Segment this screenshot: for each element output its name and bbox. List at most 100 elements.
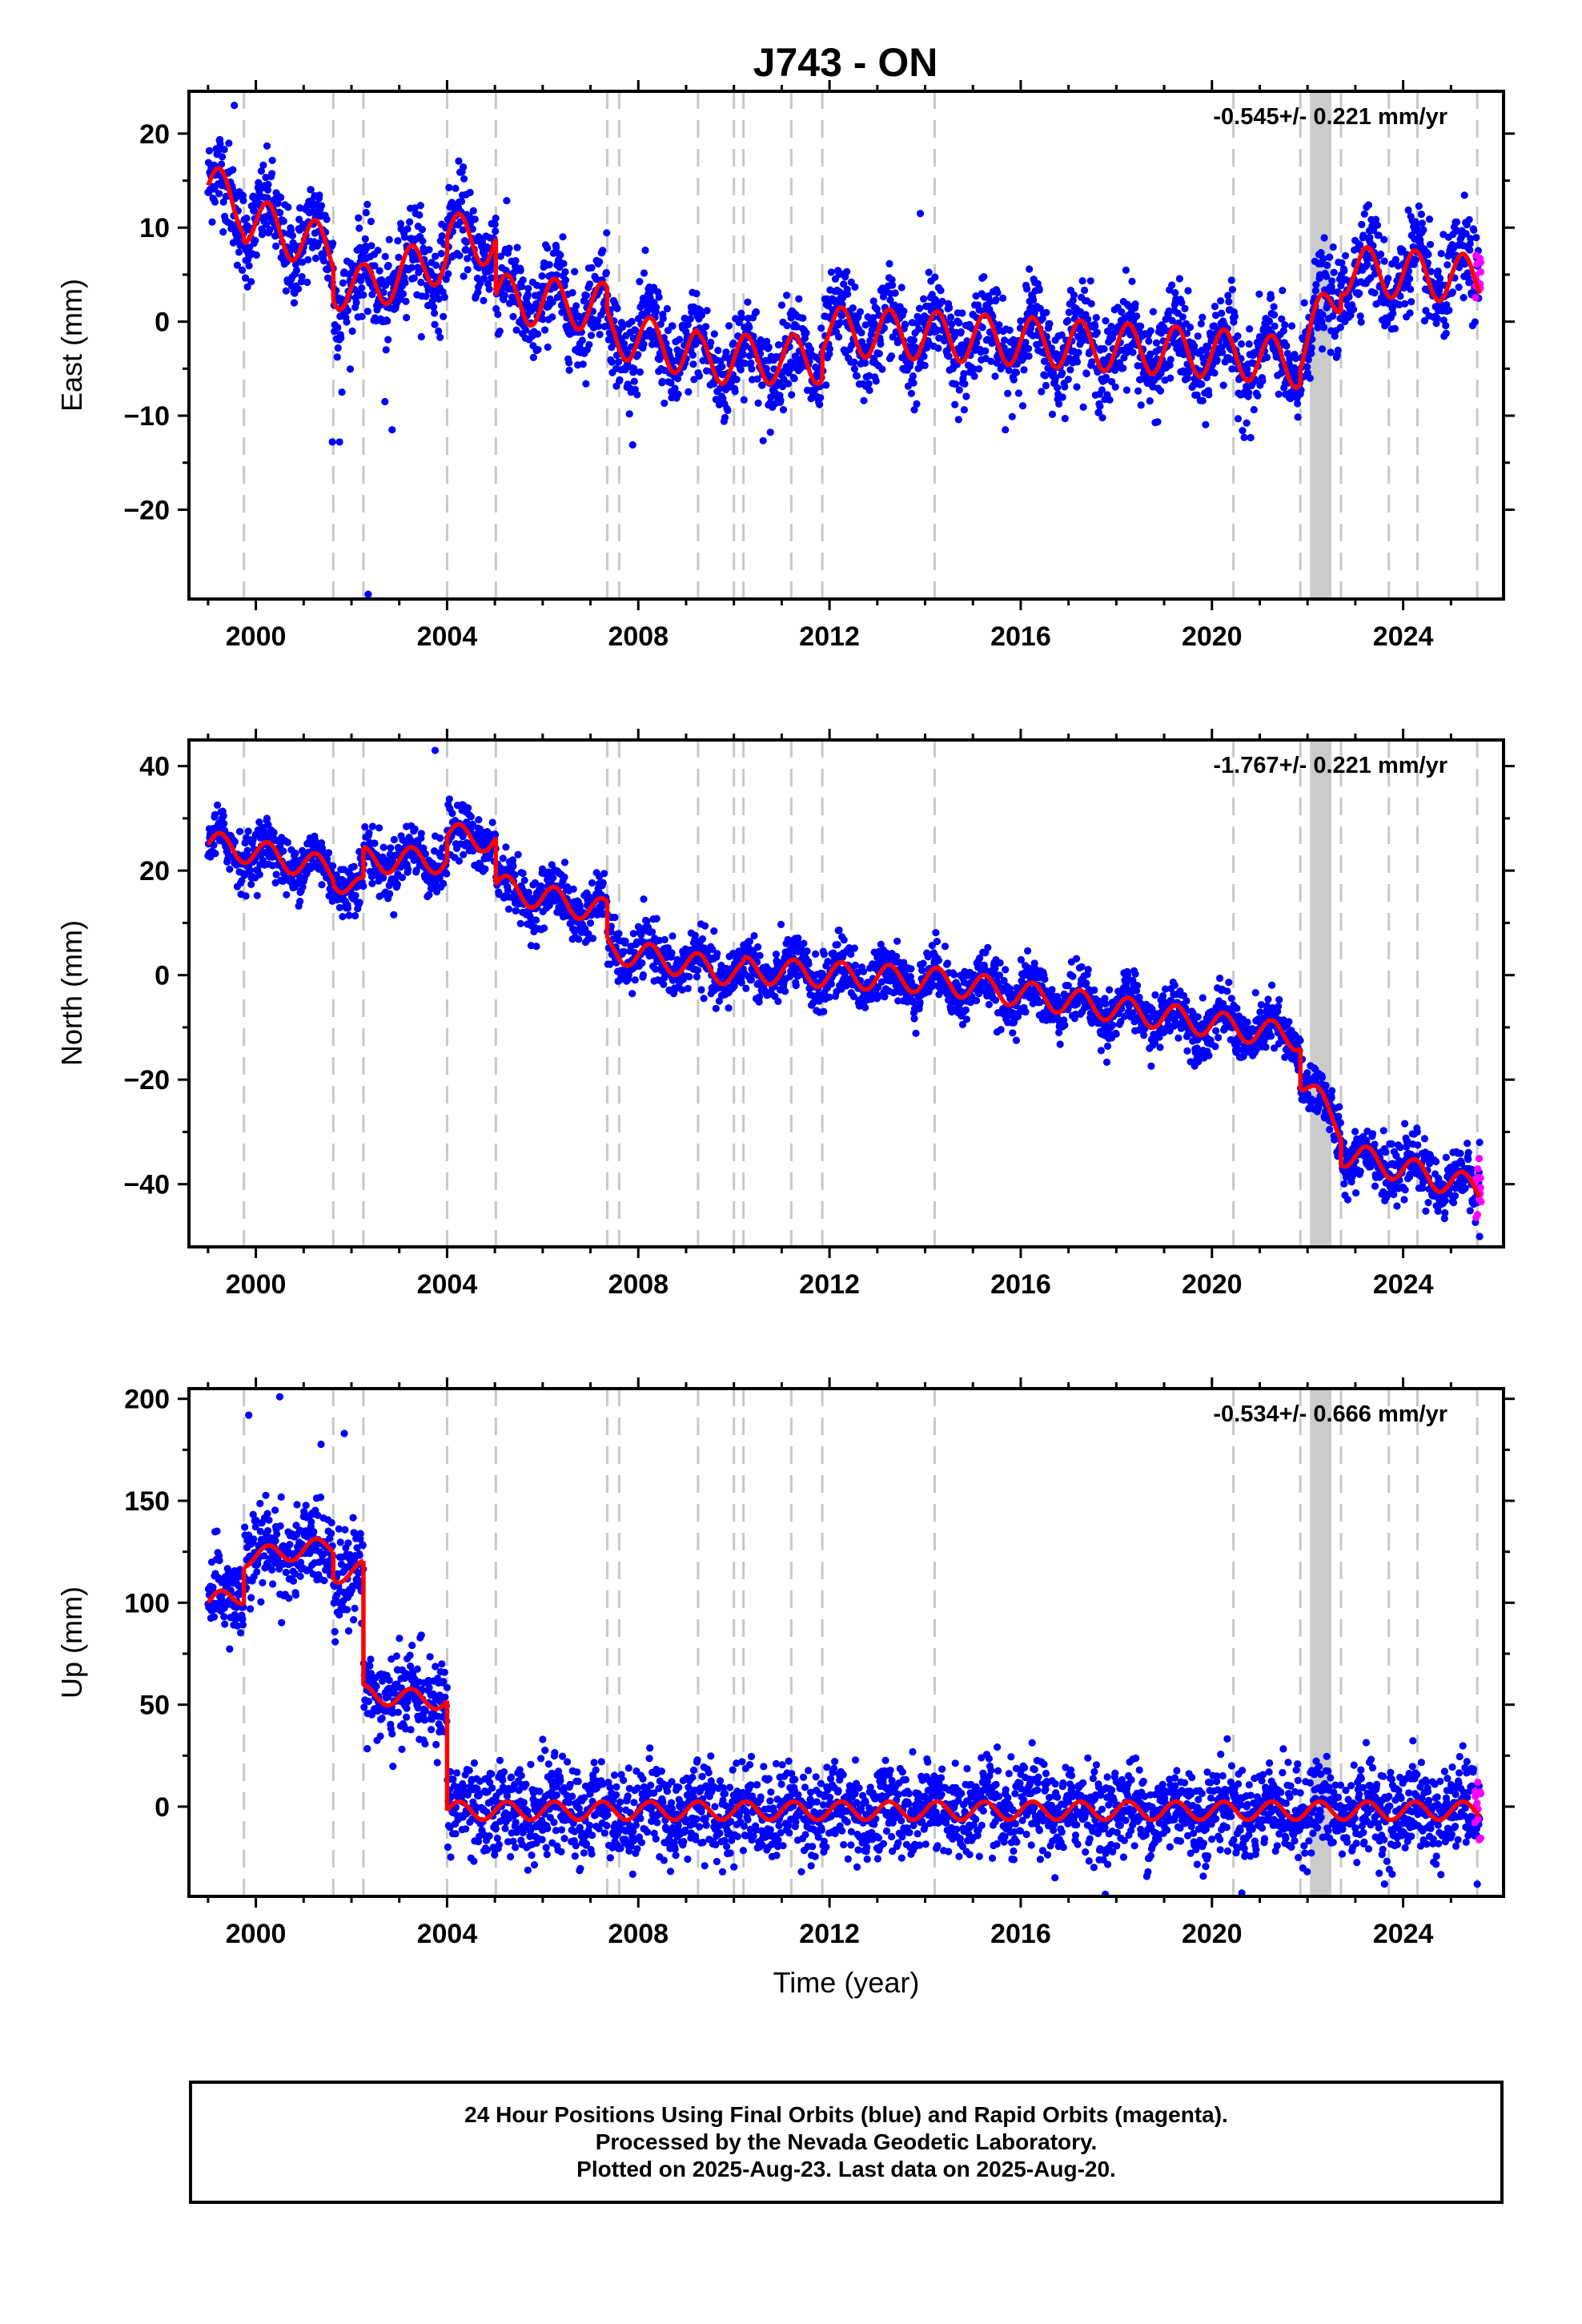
panel-north-data-point (560, 873, 568, 881)
panel-east-data-point (674, 375, 682, 383)
panel-east-data-point (636, 368, 644, 376)
panel-east-data-point (1340, 267, 1348, 275)
panel-east-model-line (361, 243, 450, 307)
panel-east-data-point (642, 332, 650, 340)
panel-east-data-point (383, 317, 391, 325)
panel-east-data-point (410, 274, 418, 282)
panel-east-data-point (1106, 396, 1114, 404)
panel-east-data-point (1330, 268, 1338, 276)
panel-east-data-point (492, 305, 500, 313)
panel-east-data-point (243, 283, 251, 291)
panel-east-data-point (1307, 344, 1315, 352)
panel-east-data-point (1058, 369, 1066, 377)
panel-north-data-point (652, 965, 660, 973)
panel-north-final-orbit-points (204, 746, 1484, 1240)
panel-east-data-point (1407, 298, 1415, 306)
panel-east-data-point (1079, 403, 1087, 411)
panel-north-data-point (355, 899, 363, 907)
panel-east-data-point (1166, 374, 1174, 382)
panel-east-data-point (416, 202, 424, 210)
panel-east-data-point (1443, 301, 1451, 309)
panel-east-data-point (464, 255, 472, 263)
panel-east-data-point (1460, 191, 1468, 199)
panel-east-data-point (806, 345, 815, 354)
panel-east-data-point (1373, 221, 1382, 229)
panel-east-data-point (1058, 331, 1066, 339)
panel-east-data-point (1281, 321, 1289, 329)
panel-east-data-point (1190, 381, 1198, 389)
panel-north-data-point (404, 865, 412, 873)
panel-east-data-point (218, 160, 226, 168)
panel-east-data-point (432, 261, 440, 269)
panel-east-data-point (519, 276, 527, 284)
panel-east-data-point (500, 292, 509, 300)
panel-east-data-point (220, 146, 228, 154)
panel-east-data-point (1092, 314, 1100, 322)
panel-east-y-tick-label: 0 (155, 308, 170, 338)
panel-east-data-point (753, 375, 761, 383)
panel-east-data-point (887, 352, 896, 360)
panel-north-data-point (398, 874, 407, 882)
panel-east-data-point (1122, 266, 1130, 274)
panel-east-x-tick-label: 2004 (417, 621, 478, 652)
panel-east-data-point (257, 167, 265, 175)
panel-east-data-point (937, 287, 945, 295)
panel-east-y-tick-label: 20 (139, 119, 170, 150)
panel-north-data-point (584, 930, 592, 938)
panel-east-data-point (1317, 249, 1325, 257)
panel-east-data-point (1199, 396, 1207, 404)
panel-north-data-point (318, 881, 326, 889)
panel-east-data-point (1471, 318, 1479, 326)
panel-east-data-point (1041, 372, 1049, 380)
panel-north-data-point (747, 976, 756, 984)
panel-north-data-point (756, 951, 764, 959)
panel-east-data-point (1278, 315, 1286, 323)
panel-north-data-point (781, 987, 789, 995)
panel-east-data-point (1070, 291, 1078, 299)
panel-east-data-point (284, 203, 292, 211)
panel-east-rate: -0.545+/- 0.221 mm/yr (1213, 104, 1447, 130)
panel-east-data-point (440, 312, 448, 320)
panel-east-data-point (877, 340, 885, 348)
panel-east-data-point (1255, 290, 1263, 298)
panel-east-outlier-point (388, 426, 396, 434)
panel-east-data-point (788, 391, 796, 399)
panel-north-data-point (219, 812, 227, 820)
panel-east-x-tick-label: 2000 (226, 621, 287, 652)
panel-east-data-point (684, 320, 692, 328)
panel-north-data-point (512, 907, 520, 915)
panel-east-data-point (211, 198, 219, 206)
panel-east-data-point (394, 237, 402, 245)
panel-east-data-point (747, 359, 755, 368)
panel-east-data-point (1333, 299, 1341, 307)
panel-east-data-point (1271, 311, 1279, 319)
panel-east-data-point (840, 280, 848, 288)
panel-east-data-point (492, 214, 500, 223)
panel-east-data-point (1445, 306, 1453, 315)
panel-east-data-point (480, 296, 488, 304)
panel-east-data-point (885, 259, 893, 267)
panel-north-data-point (660, 980, 668, 988)
panel-east-data-point (1087, 300, 1095, 308)
panel-east-data-point (425, 246, 433, 254)
panel-east-data-point (707, 338, 715, 347)
panel-north-data-point (794, 934, 802, 942)
panel-east-data-point (1111, 383, 1119, 391)
panel-east-data-point (1146, 327, 1154, 335)
panel-east-data-point (851, 283, 859, 292)
panel-east-data-point (478, 238, 487, 246)
panel-east-data-point (371, 262, 379, 270)
panel-east-data-point (1134, 387, 1142, 395)
panel-east-data-point (865, 372, 873, 380)
panel-east-data-point (907, 389, 915, 397)
panel-east-data-point (1093, 328, 1101, 336)
panel-east-data-point (382, 346, 390, 354)
panel-east-data-point (298, 272, 306, 281)
panel-north-data-point (588, 935, 597, 943)
panel-east-data-point (817, 324, 825, 332)
panel-east-data-point (317, 202, 326, 210)
panel-east-data-point (1243, 419, 1251, 427)
panel-east-data-point (219, 153, 227, 161)
panel-east-data-point (910, 406, 918, 414)
panel-east-data-point (346, 365, 355, 373)
